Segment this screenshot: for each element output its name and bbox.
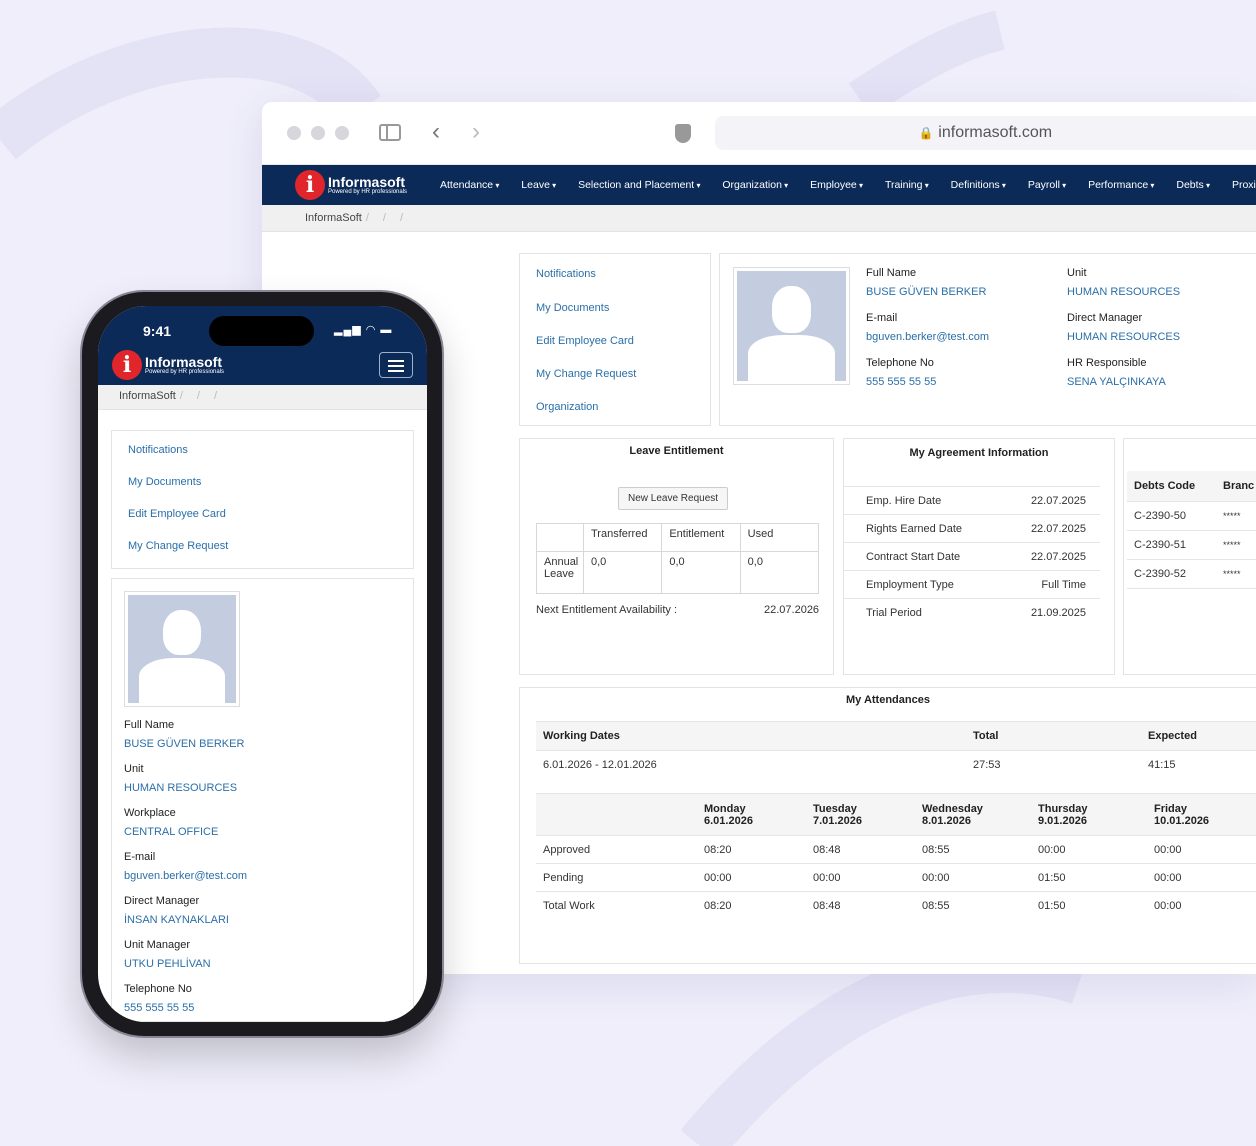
sidebar-toggle-icon[interactable] xyxy=(379,124,401,141)
hamburger-menu-button[interactable] xyxy=(379,352,413,378)
table-row: Approved 08:20 08:48 08:55 00:00 00:00 xyxy=(536,836,1256,864)
attendance-summary-table: Working Dates Total Expected 6.01.2026 - 1… xyxy=(536,721,1256,779)
url-text: informasoft.com xyxy=(938,124,1053,141)
profile-card: Full Name BUSE GÜVEN BERKER Unit HUMAN RES… xyxy=(719,253,1256,426)
field-email: E-mail bguven.berker@test.com xyxy=(866,312,990,343)
field-direct-manager: Direct Manager İNSAN KAYNAKLARI xyxy=(124,895,229,926)
nav-selection-placement[interactable]: Selection and Placement xyxy=(578,179,700,191)
informasoft-logo[interactable]: i Informasoft Powered by HR professionals xyxy=(112,350,224,380)
table-row: Total Work 08:20 08:48 08:55 01:50 00:00 xyxy=(543,899,1182,912)
window-maximize-button[interactable] xyxy=(335,126,349,140)
table-row: C-2390-52 ***** xyxy=(1127,559,1256,588)
attendances-card: My Attendances Working Dates Total Expecte… xyxy=(519,687,1256,964)
avatar xyxy=(124,591,240,707)
agreement-row: Contract Start Date 22.07.2025 xyxy=(844,542,1100,570)
shield-icon[interactable] xyxy=(675,124,691,143)
field-full-name: Full Name BUSE GÜVEN BERKER xyxy=(124,719,245,750)
link-edit-employee-card[interactable]: Edit Employee Card xyxy=(128,508,226,520)
field-telephone: Telephone No 555 555 55 55 xyxy=(866,357,937,388)
debts-card: Debts Code Branc C-2390-50 ***** C-2390-51… xyxy=(1123,438,1256,675)
field-unit: Unit HUMAN RESOURCES xyxy=(1067,267,1181,298)
debts-table: Debts Code Branc C-2390-50 ***** C-2390-51… xyxy=(1127,471,1256,589)
window-minimize-button[interactable] xyxy=(311,126,325,140)
quick-links-card: Notifications My Documents Edit Employee… xyxy=(111,430,414,569)
agreement-row: Trial Period 21.09.2025 xyxy=(844,598,1100,626)
field-full-name: Full Name BUSE GÜVEN BERKER xyxy=(866,267,987,298)
breadcrumb: InformaSoft / / / xyxy=(98,385,427,410)
nav-organization[interactable]: Organization xyxy=(722,179,788,191)
attendances-title: My Attendances xyxy=(846,694,930,706)
phone-header: 9:41 ▂▄▆ ◠ ▬ i Informasoft Powered by HR p… xyxy=(98,306,427,385)
field-hr-responsible: HR Responsible SENA YALÇINKAYA xyxy=(1067,357,1166,388)
link-my-change-request[interactable]: My Change Request xyxy=(536,368,637,380)
nav-proxi[interactable]: Proxi xyxy=(1231,179,1256,191)
field-unit: Unit HUMAN RESOURCES xyxy=(124,763,238,794)
agreement-row: Emp. Hire Date 22.07.2025 xyxy=(844,486,1100,514)
field-telephone: Telephone No 555 555 55 55 xyxy=(124,983,195,1014)
back-icon[interactable]: ‹ xyxy=(432,118,440,145)
nav-definitions[interactable]: Definitions xyxy=(951,179,1006,191)
informasoft-logo[interactable]: i Informasoft Powered by HR professionals xyxy=(295,170,407,200)
signal-wifi-battery-icon: ▂▄▆ ◠ ▬ xyxy=(334,324,393,336)
table-row: C-2390-51 ***** xyxy=(1127,530,1256,559)
field-direct-manager: Direct Manager HUMAN RESOURCES xyxy=(1067,312,1181,343)
agreement-row: Rights Earned Date 22.07.2025 xyxy=(844,514,1100,542)
link-notifications[interactable]: Notifications xyxy=(536,268,596,280)
agreement-title: My Agreement Information xyxy=(909,447,1049,459)
leave-table: Transferred Entitlement Used Annual Leave 0… xyxy=(536,523,820,594)
leave-entitlement-card: Leave Entitlement New Leave Request Tran… xyxy=(519,438,834,675)
dynamic-island xyxy=(209,316,314,346)
link-my-change-request[interactable]: My Change Request xyxy=(128,540,229,552)
link-my-documents[interactable]: My Documents xyxy=(128,476,202,488)
table-row: Pending 00:00 00:00 00:00 01:50 00:00 xyxy=(536,864,1256,892)
link-notifications[interactable]: Notifications xyxy=(128,444,188,456)
nav-debts[interactable]: Debts xyxy=(1176,179,1210,191)
main-nav: i Informasoft Powered by HR professionals … xyxy=(262,165,1256,205)
nav-training[interactable]: Training xyxy=(885,179,929,191)
nav-employee[interactable]: Employee xyxy=(810,179,863,191)
window-close-button[interactable] xyxy=(287,126,301,140)
lock-icon: 🔒 xyxy=(918,126,934,140)
field-email: E-mail bguven.berker@test.com xyxy=(124,851,248,882)
attendance-days-table: Monday 6.01.2026 Tuesday 7.01.2026 Wednesd… xyxy=(536,793,1256,920)
profile-card: Full Name BUSE GÜVEN BERKER Unit HUMAN RES… xyxy=(111,578,414,1022)
forward-icon[interactable]: › xyxy=(472,118,480,145)
phone-mockup: 9:41 ▂▄▆ ◠ ▬ i Informasoft Powered by HR p… xyxy=(82,292,442,1036)
nav-leave[interactable]: Leave xyxy=(521,179,556,191)
browser-window: ‹ › 🔒 informasoft.com i Informasoft Powere… xyxy=(262,102,1256,974)
next-entitlement-value: 22.07.2026 xyxy=(764,604,820,616)
breadcrumb: InformaSoft / / / xyxy=(262,205,1256,232)
address-bar[interactable]: 🔒 informasoft.com xyxy=(715,116,1256,150)
avatar xyxy=(733,267,850,385)
quick-links-card: Notifications My Documents Edit Employee… xyxy=(519,253,711,426)
table-row: C-2390-50 ***** xyxy=(1127,501,1256,530)
link-my-documents[interactable]: My Documents xyxy=(536,302,610,314)
nav-attendance[interactable]: Attendance xyxy=(440,179,499,191)
nav-performance[interactable]: Performance xyxy=(1088,179,1154,191)
field-workplace: Workplace CENTRAL OFFICE xyxy=(124,807,219,838)
field-unit-manager: Unit Manager UTKU PEHLİVAN xyxy=(124,939,211,970)
link-organization[interactable]: Organization xyxy=(536,401,599,413)
breadcrumb-home[interactable]: InformaSoft xyxy=(305,212,362,224)
leave-title: Leave Entitlement xyxy=(629,445,724,457)
agreement-row: Employment Type Full Time xyxy=(844,570,1100,598)
next-entitlement-label: Next Entitlement Availability : xyxy=(536,604,678,616)
status-time: 9:41 xyxy=(143,323,172,339)
breadcrumb-home[interactable]: InformaSoft xyxy=(119,390,176,402)
agreement-rows: Emp. Hire Date 22.07.2025 Rights Earned D… xyxy=(844,486,1100,626)
agreement-card: My Agreement Information Emp. Hire Date 2… xyxy=(843,438,1115,675)
browser-toolbar: ‹ › 🔒 informasoft.com xyxy=(262,102,1256,165)
phone-screen: 9:41 ▂▄▆ ◠ ▬ i Informasoft Powered by HR p… xyxy=(98,306,427,1022)
new-leave-request-button[interactable]: New Leave Request xyxy=(618,487,729,510)
nav-payroll[interactable]: Payroll xyxy=(1028,179,1066,191)
link-edit-employee-card[interactable]: Edit Employee Card xyxy=(536,335,634,347)
